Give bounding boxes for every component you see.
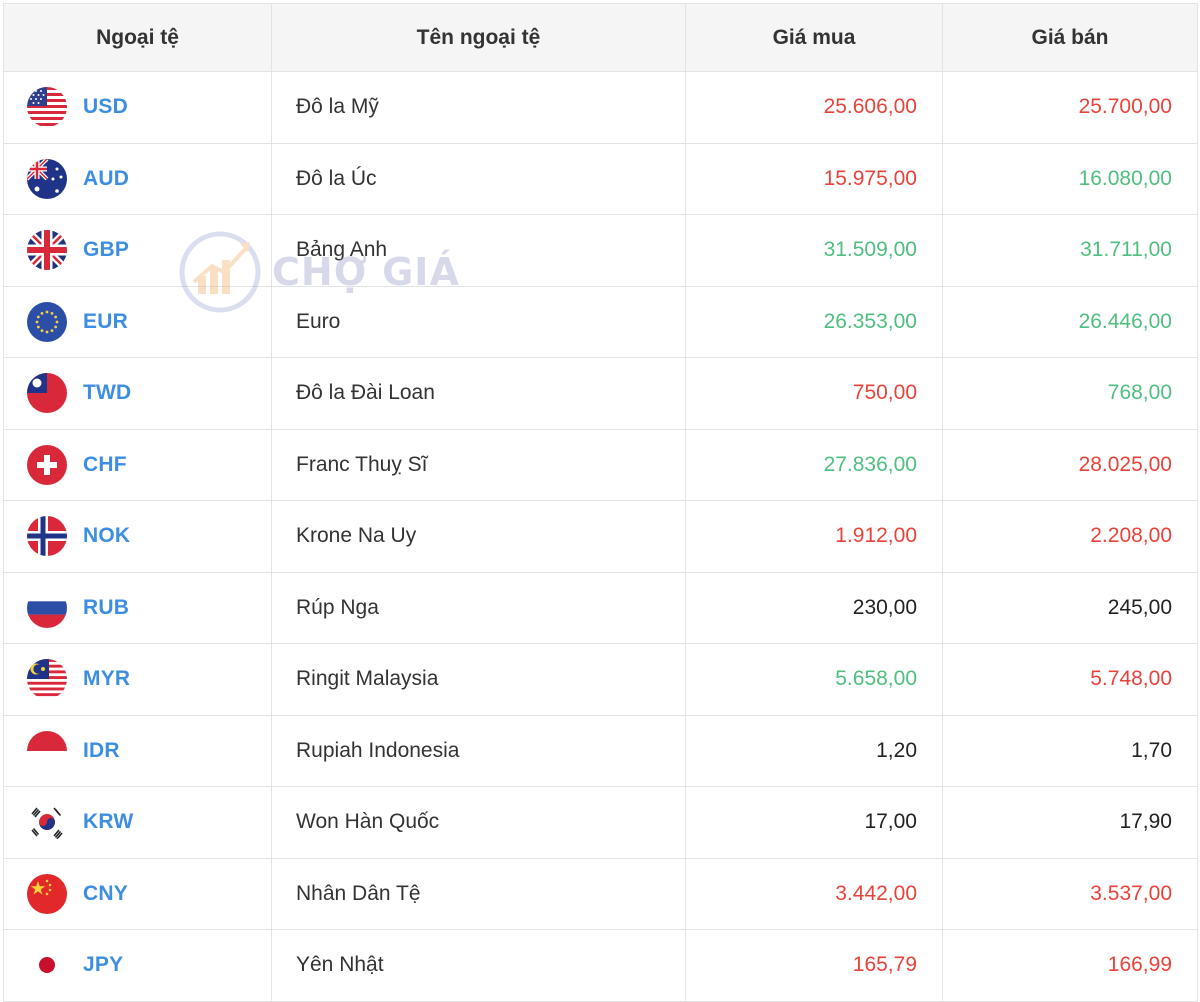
table-row: CHF Franc Thuỵ Sĩ 27.836,00 28.025,00 — [3, 428, 1198, 501]
sell-price: 245,00 — [942, 571, 1198, 644]
currency-name: Ringit Malaysia — [271, 643, 686, 716]
table-row: GBP Bảng Anh 31.509,00 31.711,00 — [3, 214, 1198, 287]
table-row: MYR Ringit Malaysia 5.658,00 5.748,00 — [3, 643, 1198, 716]
kr-flag-icon — [27, 802, 67, 843]
currency-code-cell: RUB — [3, 571, 272, 644]
header-sell-price: Giá bán — [942, 3, 1198, 72]
buy-price: 27.836,00 — [685, 428, 943, 501]
eu-flag-icon — [27, 301, 67, 342]
buy-price: 31.509,00 — [685, 214, 943, 287]
table-row: RUB Rúp Nga 230,00 245,00 — [3, 571, 1198, 644]
currency-code-krw[interactable]: KRW — [83, 810, 134, 834]
currency-name: Euro — [271, 285, 686, 358]
us-flag-icon — [27, 87, 67, 128]
no-flag-icon — [27, 516, 67, 557]
currency-code-cell: TWD — [3, 357, 272, 430]
table-row: NOK Krone Na Uy 1.912,00 2.208,00 — [3, 500, 1198, 573]
currency-code-cny[interactable]: CNY — [83, 881, 128, 905]
currency-name: Nhân Dân Tệ — [271, 857, 686, 930]
sell-price: 166,99 — [942, 929, 1198, 1002]
table-row: IDR Rupiah Indonesia 1,20 1,70 — [3, 714, 1198, 787]
jp-flag-icon — [27, 945, 67, 986]
currency-code-jpy[interactable]: JPY — [83, 953, 124, 977]
currency-code-idr[interactable]: IDR — [83, 738, 120, 762]
table-row: EUR Euro 26.353,00 26.446,00 — [3, 285, 1198, 358]
sell-price: 1,70 — [942, 714, 1198, 787]
currency-code-cell: CHF — [3, 428, 272, 501]
table-row: USD Đô la Mỹ 25.606,00 25.700,00 — [3, 71, 1198, 144]
sell-price: 768,00 — [942, 357, 1198, 430]
table-row: KRW Won Hàn Quốc 17,00 17,90 — [3, 786, 1198, 859]
id-flag-icon — [27, 730, 67, 771]
currency-code-cell: EUR — [3, 285, 272, 358]
currency-code-myr[interactable]: MYR — [83, 667, 131, 691]
sell-price: 17,90 — [942, 786, 1198, 859]
sell-price: 26.446,00 — [942, 285, 1198, 358]
sell-price: 31.711,00 — [942, 214, 1198, 287]
currency-name: Đô la Mỹ — [271, 71, 686, 144]
au-flag-icon — [27, 158, 67, 199]
currency-code-cell: AUD — [3, 142, 272, 215]
currency-name: Yên Nhật — [271, 929, 686, 1002]
sell-price: 2.208,00 — [942, 500, 1198, 573]
buy-price: 165,79 — [685, 929, 943, 1002]
currency-code-eur[interactable]: EUR — [83, 309, 128, 333]
currency-code-gbp[interactable]: GBP — [83, 238, 130, 262]
currency-code-aud[interactable]: AUD — [83, 166, 130, 190]
table-row: AUD Đô la Úc 15.975,00 16.080,00 — [3, 142, 1198, 215]
header-currency-code: Ngoại tệ — [3, 3, 272, 72]
table-row: CNY Nhân Dân Tệ 3.442,00 3.537,00 — [3, 857, 1198, 930]
currency-code-usd[interactable]: USD — [83, 95, 128, 119]
currency-code-cell: USD — [3, 71, 272, 144]
sell-price: 3.537,00 — [942, 857, 1198, 930]
exchange-rate-table: Ngoại tệ Tên ngoại tệ Giá mua Giá bán US… — [3, 3, 1198, 1002]
header-buy-price: Giá mua — [685, 3, 943, 72]
ch-flag-icon — [27, 444, 67, 485]
currency-code-rub[interactable]: RUB — [83, 595, 130, 619]
sell-price: 25.700,00 — [942, 71, 1198, 144]
currency-name: Rupiah Indonesia — [271, 714, 686, 787]
my-flag-icon — [27, 659, 67, 700]
buy-price: 1,20 — [685, 714, 943, 787]
buy-price: 750,00 — [685, 357, 943, 430]
table-row: JPY Yên Nhật 165,79 166,99 — [3, 929, 1198, 1002]
sell-price: 5.748,00 — [942, 643, 1198, 716]
currency-name: Franc Thuỵ Sĩ — [271, 428, 686, 501]
buy-price: 25.606,00 — [685, 71, 943, 144]
currency-name: Won Hàn Quốc — [271, 786, 686, 859]
currency-code-cell: NOK — [3, 500, 272, 573]
currency-name: Bảng Anh — [271, 214, 686, 287]
buy-price: 26.353,00 — [685, 285, 943, 358]
tw-flag-icon — [27, 373, 67, 414]
buy-price: 5.658,00 — [685, 643, 943, 716]
currency-name: Đô la Đài Loan — [271, 357, 686, 430]
table-row: TWD Đô la Đài Loan 750,00 768,00 — [3, 357, 1198, 430]
sell-price: 16.080,00 — [942, 142, 1198, 215]
buy-price: 230,00 — [685, 571, 943, 644]
buy-price: 17,00 — [685, 786, 943, 859]
gb-flag-icon — [27, 230, 67, 271]
buy-price: 15.975,00 — [685, 142, 943, 215]
buy-price: 3.442,00 — [685, 857, 943, 930]
currency-code-cell: KRW — [3, 786, 272, 859]
currency-code-cell: GBP — [3, 214, 272, 287]
header-currency-name: Tên ngoại tệ — [271, 3, 686, 72]
currency-code-nok[interactable]: NOK — [83, 524, 131, 548]
sell-price: 28.025,00 — [942, 428, 1198, 501]
currency-code-cell: JPY — [3, 929, 272, 1002]
currency-code-cell: CNY — [3, 857, 272, 930]
currency-code-chf[interactable]: CHF — [83, 452, 127, 476]
cn-flag-icon — [27, 873, 67, 914]
currency-code-cell: IDR — [3, 714, 272, 787]
buy-price: 1.912,00 — [685, 500, 943, 573]
currency-name: Đô la Úc — [271, 142, 686, 215]
currency-code-cell: MYR — [3, 643, 272, 716]
currency-name: Rúp Nga — [271, 571, 686, 644]
currency-name: Krone Na Uy — [271, 500, 686, 573]
table-header-row: Ngoại tệ Tên ngoại tệ Giá mua Giá bán — [3, 3, 1198, 72]
ru-flag-icon — [27, 587, 67, 628]
currency-code-twd[interactable]: TWD — [83, 381, 132, 405]
